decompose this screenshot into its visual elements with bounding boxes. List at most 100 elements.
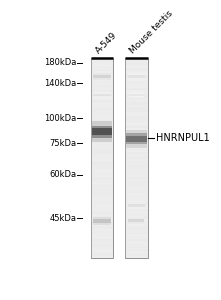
Bar	[91, 73, 113, 75]
Bar	[125, 63, 148, 65]
Text: 100kDa: 100kDa	[44, 113, 76, 122]
Bar	[91, 86, 113, 88]
Bar	[91, 61, 113, 63]
Bar	[125, 224, 148, 226]
Bar	[91, 226, 113, 227]
Bar	[125, 249, 148, 251]
Bar	[93, 91, 111, 99]
Bar	[125, 204, 148, 206]
Bar	[128, 216, 144, 226]
Bar	[125, 170, 148, 172]
Bar	[125, 189, 148, 190]
Bar	[125, 130, 148, 132]
Bar	[91, 103, 113, 105]
Bar	[91, 134, 113, 135]
Text: 60kDa: 60kDa	[49, 170, 76, 179]
Bar	[128, 201, 145, 210]
Bar	[93, 75, 111, 78]
Bar	[125, 88, 148, 90]
Bar	[125, 236, 148, 238]
Bar	[91, 152, 113, 154]
Bar	[125, 135, 148, 137]
Bar	[125, 58, 148, 258]
Bar	[125, 239, 148, 241]
Bar	[91, 169, 113, 170]
Bar	[125, 244, 148, 246]
Bar	[93, 92, 111, 98]
Bar	[91, 184, 113, 186]
Bar	[125, 58, 148, 60]
Bar	[91, 100, 113, 102]
Bar	[91, 197, 113, 199]
Bar	[91, 142, 113, 144]
Bar	[125, 232, 148, 234]
Bar	[125, 218, 148, 219]
Bar	[93, 94, 111, 96]
Bar	[91, 223, 113, 224]
Bar	[125, 150, 148, 152]
Bar	[91, 66, 113, 68]
Bar	[125, 162, 148, 164]
Bar	[126, 136, 147, 142]
Bar	[91, 117, 113, 118]
Bar	[125, 234, 148, 236]
Bar	[91, 58, 113, 258]
Text: 45kDa: 45kDa	[50, 214, 76, 223]
Bar	[91, 172, 113, 174]
Bar	[125, 238, 148, 239]
Bar	[91, 147, 113, 148]
Bar	[126, 130, 147, 148]
Bar	[129, 93, 144, 97]
Bar	[126, 134, 147, 144]
Bar	[93, 219, 111, 223]
Bar	[91, 211, 113, 212]
Bar	[92, 122, 112, 142]
Bar	[128, 72, 145, 81]
Bar	[125, 209, 148, 211]
Bar	[125, 108, 148, 110]
Bar	[91, 234, 113, 236]
Bar	[91, 238, 113, 239]
Bar	[125, 122, 148, 123]
Bar	[125, 118, 148, 120]
Bar	[91, 190, 113, 192]
Bar	[125, 179, 148, 181]
Bar	[125, 155, 148, 157]
Bar	[125, 71, 148, 73]
Bar	[91, 95, 113, 97]
Bar	[91, 80, 113, 82]
Bar	[125, 123, 148, 125]
Text: 180kDa: 180kDa	[44, 58, 76, 67]
Bar	[125, 139, 148, 140]
Bar	[91, 212, 113, 214]
Bar	[128, 203, 145, 208]
Bar	[125, 246, 148, 248]
Bar	[91, 123, 113, 125]
Bar	[125, 66, 148, 68]
Bar	[129, 94, 144, 96]
Bar	[91, 145, 113, 147]
Bar	[125, 199, 148, 201]
Bar	[125, 174, 148, 176]
Bar	[91, 218, 113, 219]
Bar	[91, 63, 113, 65]
Text: 75kDa: 75kDa	[49, 139, 76, 148]
Bar	[91, 130, 113, 132]
Bar	[128, 74, 145, 79]
Bar	[91, 90, 113, 92]
Bar	[91, 139, 113, 140]
Bar	[125, 100, 148, 102]
Text: HNRNPUL1: HNRNPUL1	[156, 133, 210, 142]
Bar	[93, 73, 111, 80]
Bar	[125, 115, 148, 117]
Bar	[91, 70, 113, 71]
Bar	[125, 90, 148, 92]
Bar	[125, 83, 148, 85]
Bar	[125, 147, 148, 148]
Bar	[125, 206, 148, 207]
Bar	[125, 184, 148, 186]
Bar	[125, 227, 148, 229]
Bar	[125, 144, 148, 145]
Bar	[128, 75, 145, 78]
Bar	[125, 65, 148, 66]
